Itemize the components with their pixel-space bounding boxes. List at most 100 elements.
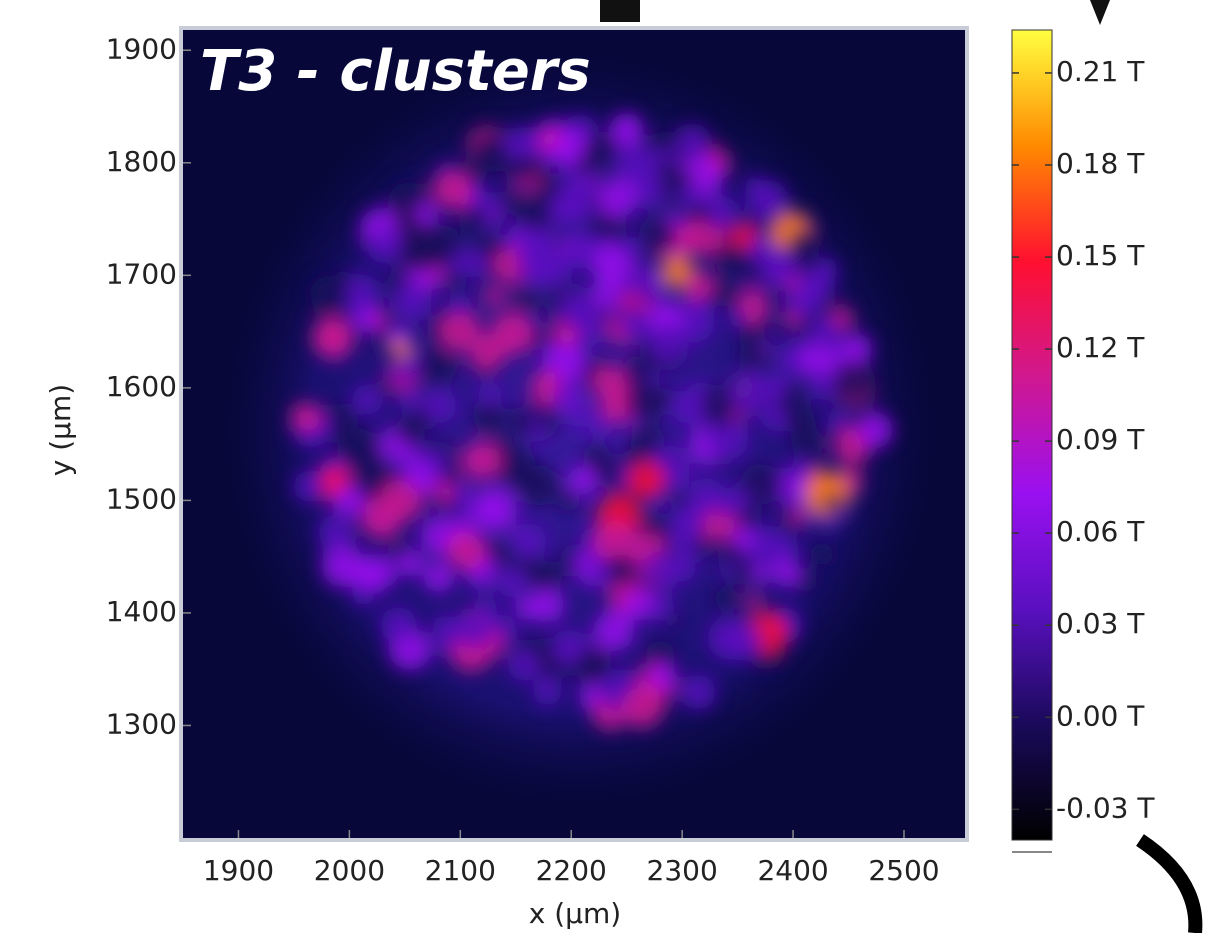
colorbar-tick-label: 0.21 T (1056, 55, 1145, 88)
heat-blob (503, 126, 538, 161)
heat-blob (690, 478, 724, 513)
cropped-text (600, 0, 1110, 25)
heat-blob (799, 339, 839, 380)
heat-blob (515, 597, 538, 620)
heat-blob (740, 463, 782, 505)
heat-blob (621, 357, 653, 388)
colorbar-tick-label: 0.15 T (1056, 239, 1145, 272)
heat-blob (518, 197, 553, 232)
heat-blob (462, 440, 502, 480)
heat-blob (716, 243, 750, 277)
x-tick-label: 2300 (647, 854, 718, 887)
heat-blob (808, 370, 839, 401)
heat-blob (529, 587, 565, 623)
y-tick-label: 1600 (106, 370, 177, 403)
heat-blob (681, 295, 710, 324)
heat-blob (415, 202, 439, 225)
heat-blob (589, 414, 612, 437)
heat-blob (680, 674, 716, 710)
colorbar-tick-label: 0.03 T (1056, 607, 1145, 640)
heat-blob (622, 588, 655, 621)
heat-blob (472, 487, 517, 532)
y-tick-label: 1500 (106, 482, 177, 515)
heat-blob (533, 677, 562, 706)
x-tick-label: 2200 (536, 854, 607, 887)
heat-blob (711, 279, 739, 307)
heat-blob (605, 554, 638, 586)
heat-blob (511, 523, 547, 558)
heat-blob (290, 402, 321, 433)
heat-blob (722, 620, 763, 661)
colorbar-tick-label: 0.12 T (1056, 331, 1145, 364)
heat-blob (360, 496, 403, 540)
heat-blob (676, 126, 710, 159)
y-tick-label: 1400 (106, 595, 177, 628)
heat-blob (352, 384, 383, 415)
colorbar-tick-label: 0.18 T (1056, 147, 1145, 180)
heatmap (183, 30, 965, 838)
heat-blob (337, 429, 381, 473)
heat-blob (761, 251, 799, 288)
heat-blob (468, 334, 506, 371)
heat-blob (752, 565, 771, 584)
heat-blob (841, 333, 872, 364)
heat-blob (747, 180, 789, 222)
heat-blob (367, 228, 402, 264)
heat-blob (447, 271, 467, 291)
heat-blob (574, 155, 597, 178)
heat-blob (389, 367, 406, 384)
heat-blob (432, 169, 473, 210)
colorbar-tick-label: 0.00 T (1056, 699, 1145, 732)
heat-blob (856, 412, 893, 449)
heat-blob (619, 237, 641, 259)
heat-blob (515, 245, 552, 281)
heat-blob (479, 414, 498, 433)
heat-blob (507, 407, 536, 437)
heat-blob (530, 560, 562, 592)
heat-blob (624, 382, 665, 423)
heat-blob (640, 552, 681, 592)
heat-blob (565, 399, 594, 427)
colorbar-tick-label: 0.06 T (1056, 515, 1145, 548)
colorbar-tick-label: 0.09 T (1056, 423, 1145, 456)
heat-blob (437, 308, 481, 351)
heat-blob (788, 227, 816, 256)
heat-blob (392, 281, 432, 322)
heat-blob (332, 485, 364, 516)
y-axis-label: y (µm) (44, 384, 77, 476)
heat-blob (423, 449, 449, 475)
y-tick-label: 1300 (106, 707, 177, 740)
y-tick-label: 1700 (106, 257, 177, 290)
colorbar (1011, 29, 1053, 841)
heat-blob (713, 587, 736, 610)
heat-blob (312, 317, 354, 359)
heat-blob (738, 341, 769, 372)
heat-blob (621, 687, 663, 728)
heat-blob (392, 339, 411, 358)
heat-blob (648, 662, 676, 691)
heat-blob (568, 466, 597, 495)
heat-blob (461, 250, 489, 278)
y-tick-label: 1800 (106, 145, 177, 178)
heat-blob (449, 295, 470, 316)
heat-blob (639, 216, 678, 255)
heat-blob (353, 554, 393, 594)
heat-blob (318, 515, 355, 552)
heat-blob (423, 562, 454, 593)
heat-blob (423, 389, 457, 423)
x-tick-label: 2500 (868, 854, 939, 887)
heat-blob (646, 640, 675, 669)
heatmap-field (290, 113, 893, 731)
heat-blob (729, 370, 774, 415)
heat-blob (293, 470, 326, 503)
heat-blob (792, 457, 814, 479)
heat-blob (417, 345, 458, 386)
heat-blob (574, 646, 612, 683)
heat-blob (530, 328, 552, 350)
heat-blob (623, 265, 663, 305)
heat-blob (537, 176, 561, 200)
cropped-arc (1136, 834, 1203, 934)
heat-blob (702, 195, 737, 230)
heat-blob (451, 481, 474, 504)
